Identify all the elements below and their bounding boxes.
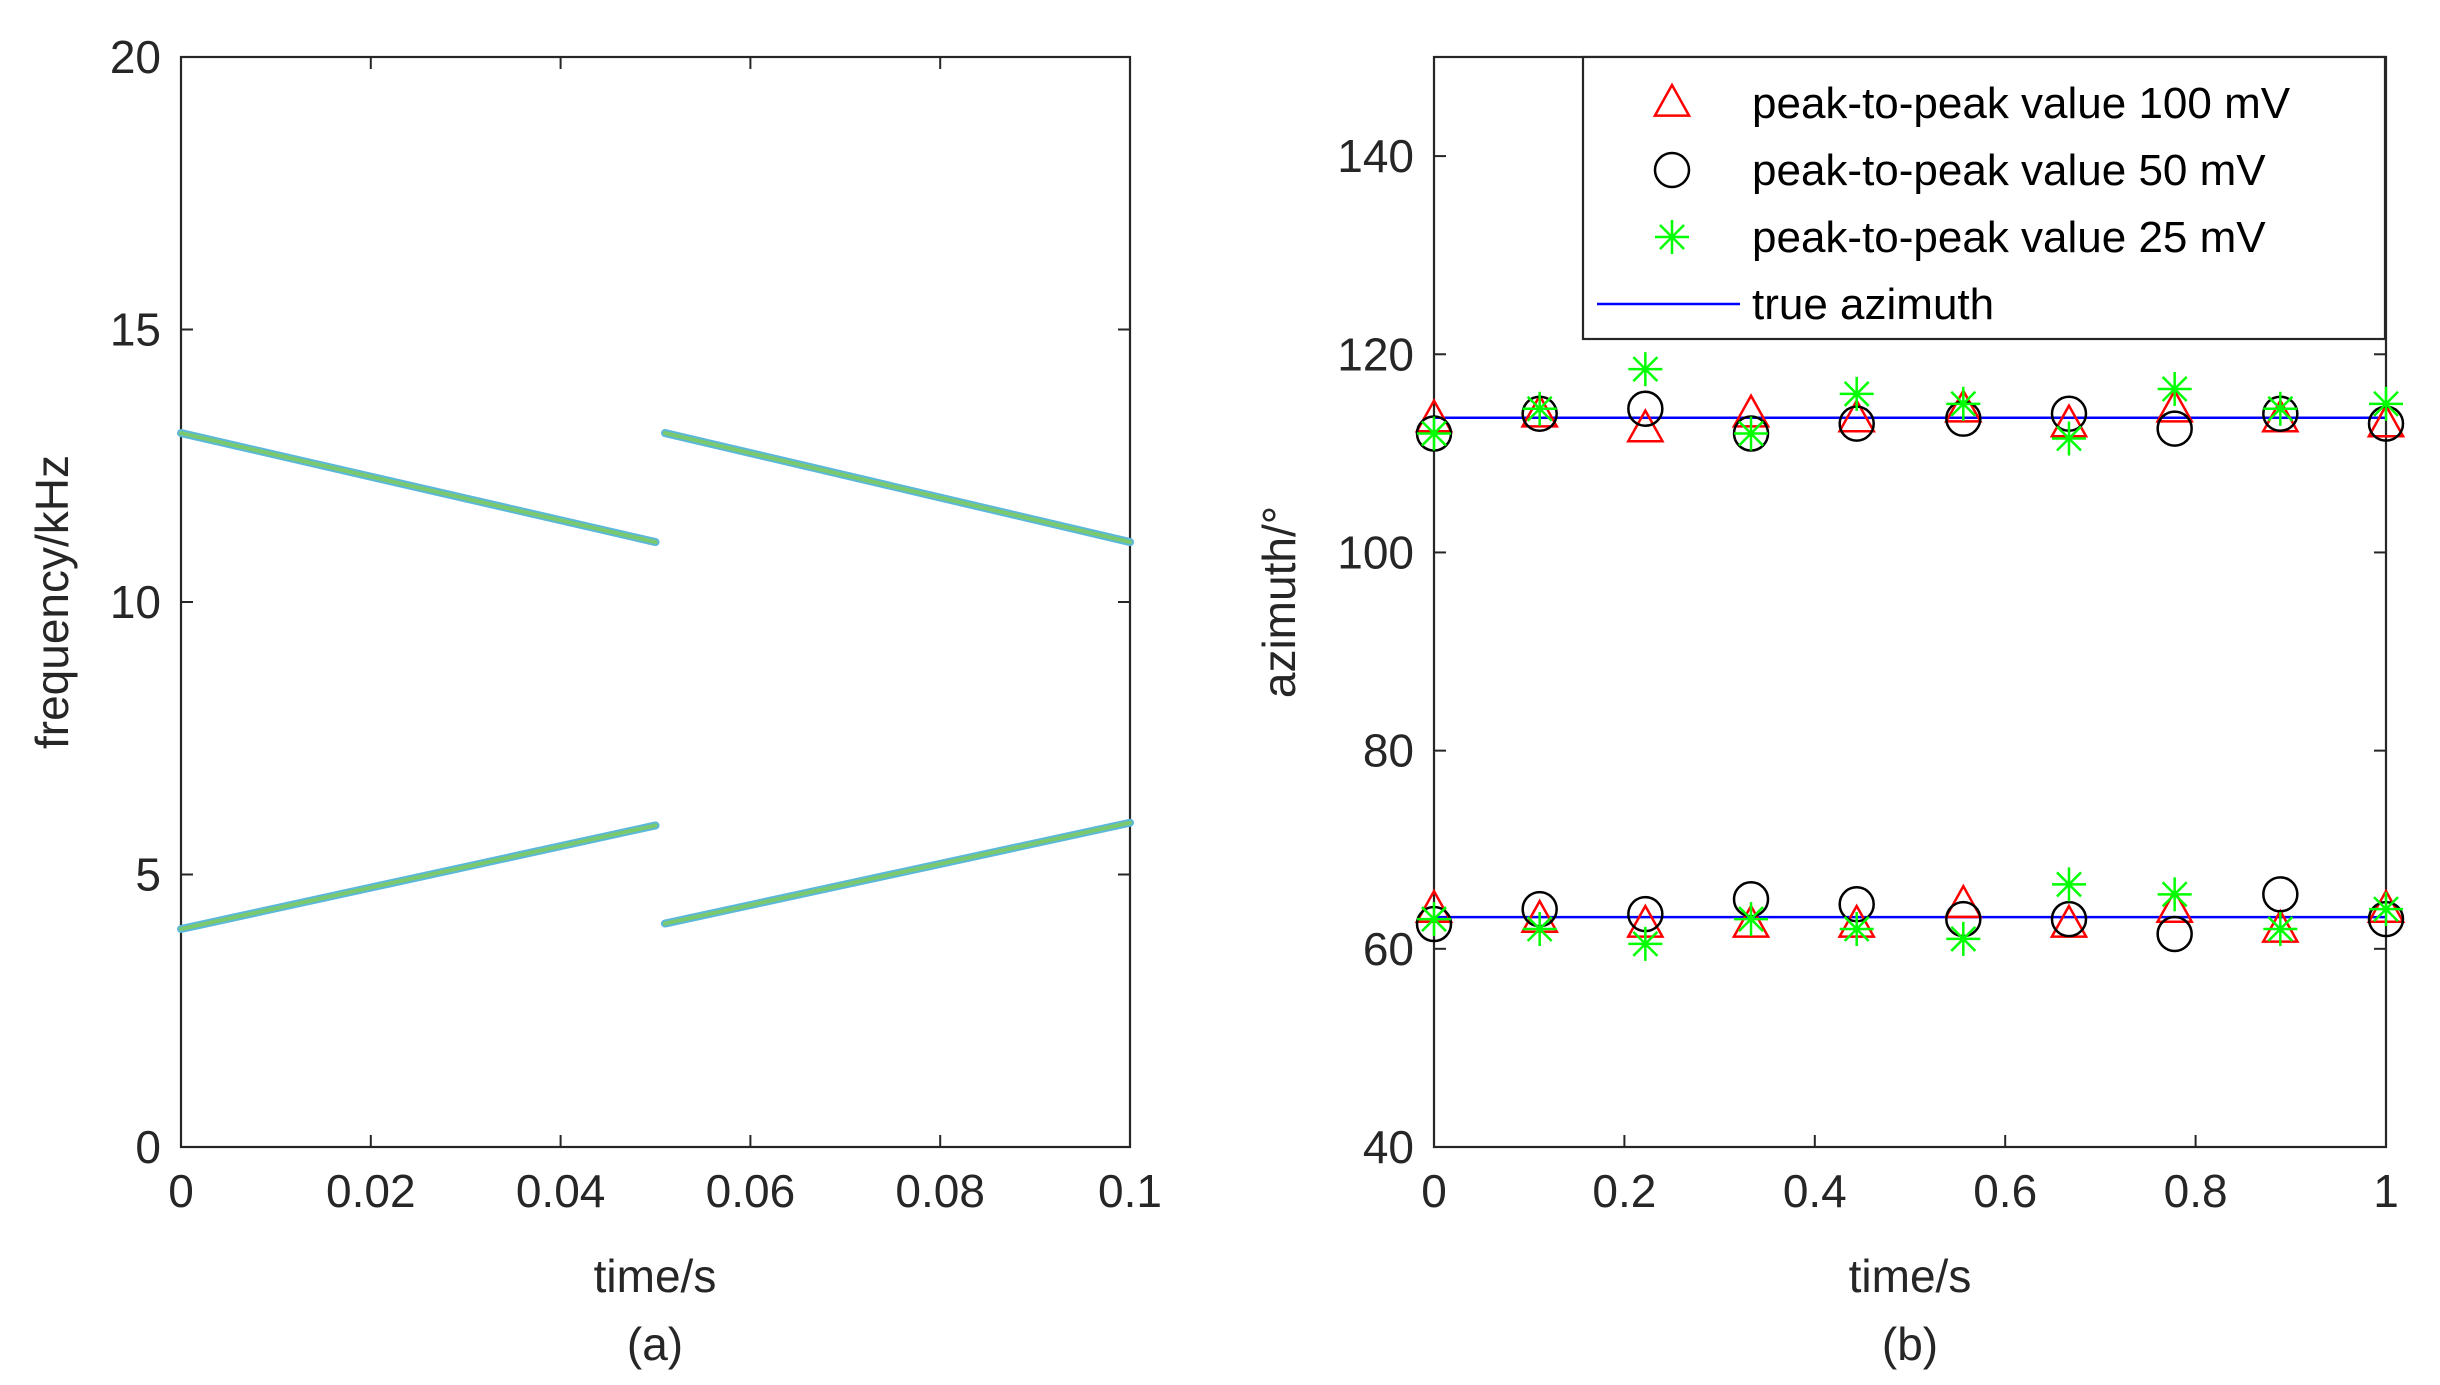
marker-100mv-lower (2155, 888, 2194, 924)
marker-25mv-lower (1946, 921, 1981, 956)
marker-50mv-lower (2262, 876, 2299, 913)
marker-100mv-upper (2366, 403, 2406, 438)
marker-25mv-lower (1839, 912, 1874, 946)
legend-label-25mv: peak-to-peak value 25 mV (1752, 213, 2266, 262)
panel-a-y-tick-label: 15 (110, 304, 161, 356)
marker-25mv-upper (2157, 371, 2192, 406)
panel-a-y-tick-label: 10 (110, 576, 161, 628)
panel-b-x-tick-label: 1 (2373, 1165, 2399, 1217)
panel-a-x-axis-label: time/s (594, 1250, 717, 1302)
panel-b-x-tick-label: 0.8 (2164, 1165, 2228, 1217)
marker-25mv-lower (1522, 912, 1557, 946)
legend-circle-icon (1653, 151, 1691, 189)
panel-a-x-tick-label: 0.04 (516, 1165, 606, 1217)
marker-100mv-upper (1626, 408, 1665, 443)
marker-25mv-upper (1734, 416, 1769, 451)
panel-b-x-tick-label: 0.2 (1592, 1165, 1656, 1217)
marker-25mv-upper (2369, 386, 2403, 421)
panel-b-x-tick-label: 0.6 (1973, 1165, 2037, 1217)
legend-label-100mv: peak-to-peak value 100 mV (1752, 79, 2291, 128)
panel-b-y-tick-label: 40 (1363, 1121, 1414, 1173)
panel-a-y-axis-label: frequency/kHz (26, 455, 78, 749)
panel-a-y-tick-label: 0 (135, 1121, 161, 1173)
marker-50mv-lower (2050, 900, 2088, 938)
legend-label-50mv: peak-to-peak value 50 mV (1752, 146, 2266, 195)
marker-100mv-upper (1837, 398, 1876, 433)
marker-25mv-lower (1417, 902, 1451, 937)
panel-a-x-tick-label: 0.1 (1098, 1165, 1162, 1217)
legend-box (1581, 55, 2387, 341)
frequency-chirp-line (179, 431, 658, 545)
legend-label-true-azimuth: true azimuth (1752, 280, 1994, 329)
panel-a-y-tick-label: 5 (135, 849, 161, 901)
marker-25mv-upper (2051, 421, 2086, 456)
marker-25mv-upper (1522, 391, 1557, 426)
marker-25mv-upper (1628, 352, 1663, 387)
panel-b-y-tick-label: 100 (1337, 526, 1414, 578)
panel-b-x-tick-label: 0 (1421, 1165, 1447, 1217)
marker-25mv-lower (2263, 912, 2298, 946)
panel-b-y-tick-label: 80 (1363, 725, 1414, 777)
marker-25mv-lower (2051, 867, 2086, 902)
marker-100mv-lower (1944, 883, 1983, 919)
marker-50mv-upper (1627, 390, 1664, 428)
legend-star-icon (1655, 220, 1689, 254)
marker-25mv-upper (2263, 391, 2298, 426)
frequency-chirp-line (662, 820, 1132, 926)
frequency-chirp-line (179, 823, 658, 931)
panel-b-x-axis-label: time/s (1849, 1250, 1972, 1302)
panel-b-y-axis-label: azimuth/° (1253, 506, 1305, 698)
legend: peak-to-peak value 100 mV peak-to-peak v… (1581, 55, 2387, 341)
panel-b-x-tick-label: 0.4 (1783, 1165, 1847, 1217)
panel-b-y-tick-label: 60 (1363, 923, 1414, 975)
marker-25mv-upper (1839, 376, 1874, 411)
marker-25mv-lower (2369, 892, 2403, 927)
marker-50mv-lower (2156, 915, 2193, 953)
legend-triangle-icon (1652, 82, 1692, 117)
marker-100mv-lower (1731, 903, 1771, 938)
marker-50mv-upper (2156, 410, 2193, 447)
marker-25mv-lower (1734, 902, 1769, 937)
marker-25mv-upper (1946, 386, 1981, 421)
panel-a-caption: (a) (627, 1318, 683, 1370)
panel-a-x-tick-label: 0.08 (895, 1165, 985, 1217)
marker-25mv-lower (1628, 926, 1663, 961)
panel-a-plot-area (179, 55, 1132, 1149)
panel-a-x-tick-label: 0 (168, 1165, 194, 1217)
marker-100mv-upper (2155, 388, 2194, 423)
marker-100mv-upper (1944, 388, 1983, 423)
panel-b-y-tick-label: 140 (1337, 130, 1414, 182)
panel-a-y-tick-label: 20 (110, 31, 161, 83)
marker-25mv-upper (1417, 416, 1451, 451)
panel-a-x-tick-label: 0.02 (326, 1165, 416, 1217)
marker-100mv-upper (1520, 393, 1559, 428)
panel-a-frequency-chart: 0 0.02 0.04 0.06 0.08 0.1 0 5 10 15 20 time/s freq… (26, 31, 1162, 1370)
panel-b-caption: (b) (1882, 1318, 1938, 1370)
marker-25mv-lower (2157, 877, 2192, 912)
panel-a-x-tick-label: 0.06 (706, 1165, 796, 1217)
panel-b-y-tick-label: 120 (1337, 328, 1414, 380)
frequency-chirp-line (662, 431, 1132, 545)
